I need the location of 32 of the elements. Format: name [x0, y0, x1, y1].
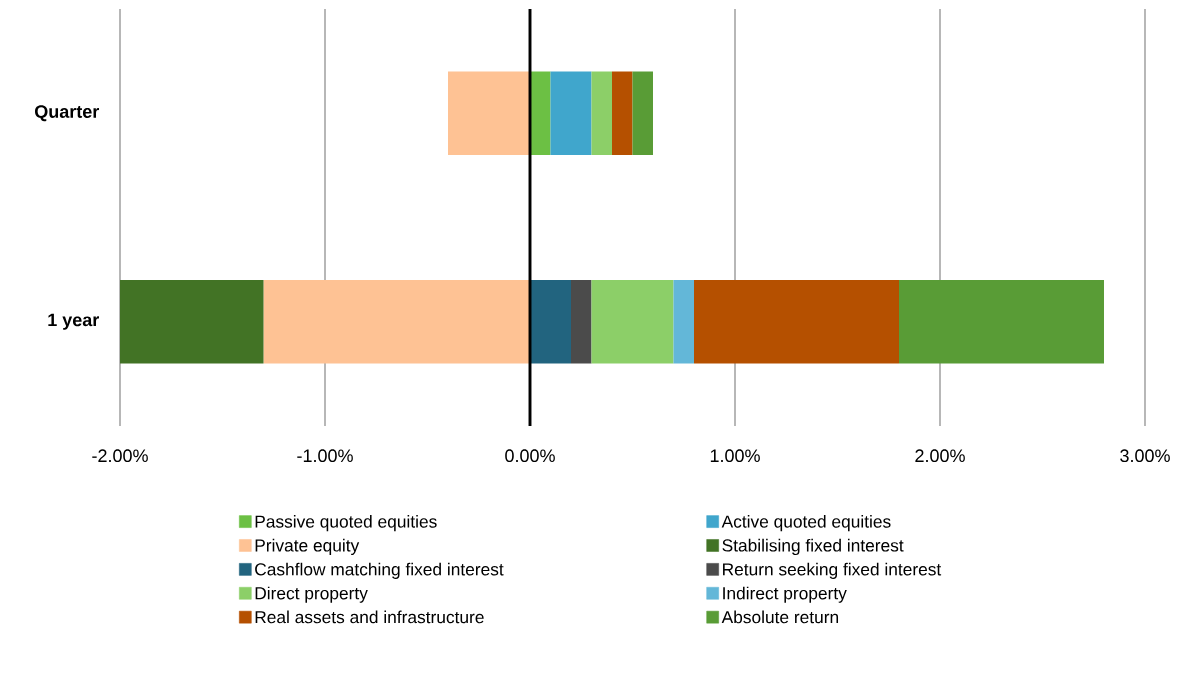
bar [612, 71, 633, 155]
bar [899, 280, 1104, 364]
bar [530, 280, 571, 364]
x-tick-label: 3.00% [1120, 449, 1170, 463]
bar [673, 280, 694, 364]
legend-label: Indirect property [723, 586, 847, 603]
legend-label: Stabilising fixed interest [722, 538, 904, 556]
legend-label: Absolute return [721, 610, 839, 624]
bar [632, 71, 653, 155]
legend-label: Return seeking fixed interest [723, 562, 942, 579]
bar [448, 71, 530, 155]
bar [571, 280, 592, 364]
x-tick-label: 0.00% [505, 449, 555, 463]
x-tick-label: 1.00% [710, 449, 760, 463]
y-tick-label: 1 year [48, 313, 99, 330]
bar [120, 280, 264, 364]
legend-label: Direct property [255, 586, 368, 603]
legend-label: Private equity [255, 538, 360, 556]
legend-label: Active quoted equities [721, 514, 891, 532]
legend-label: Cashflow matching fixed interest [255, 562, 504, 579]
x-tick-label: -2.00% [92, 449, 148, 463]
bar [694, 280, 899, 364]
legend-label: Real assets and infrastructure [255, 610, 484, 624]
x-tick-label: -1.00% [297, 449, 353, 463]
x-tick-label: 2.00% [915, 449, 965, 463]
bar [591, 71, 612, 155]
bar [550, 71, 592, 155]
bar [530, 71, 551, 155]
bar [263, 280, 530, 364]
legend-label: Passive quoted equities [255, 514, 437, 532]
y-tick-label: Quarter [35, 105, 100, 122]
bar [591, 280, 674, 364]
